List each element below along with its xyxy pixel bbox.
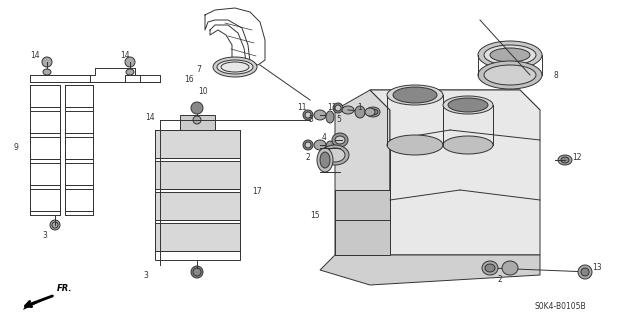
Text: 16: 16 — [184, 76, 194, 85]
Text: 12: 12 — [572, 153, 582, 162]
Text: 14: 14 — [120, 50, 130, 60]
Ellipse shape — [193, 116, 201, 124]
Text: 3: 3 — [143, 271, 148, 279]
Ellipse shape — [303, 140, 313, 150]
Ellipse shape — [443, 136, 493, 154]
Ellipse shape — [126, 69, 134, 75]
Ellipse shape — [321, 145, 349, 165]
Polygon shape — [335, 190, 390, 255]
Ellipse shape — [326, 141, 334, 153]
Text: 5: 5 — [308, 115, 313, 124]
Ellipse shape — [191, 266, 203, 278]
Text: 1: 1 — [357, 102, 362, 112]
Ellipse shape — [333, 103, 343, 113]
Ellipse shape — [305, 142, 311, 148]
Ellipse shape — [558, 155, 572, 165]
Bar — [155, 192, 240, 220]
Ellipse shape — [387, 85, 443, 105]
Ellipse shape — [478, 61, 542, 89]
Polygon shape — [335, 90, 390, 265]
Polygon shape — [23, 295, 55, 310]
Ellipse shape — [303, 110, 313, 120]
Text: 4: 4 — [322, 133, 327, 143]
Ellipse shape — [368, 109, 378, 115]
Ellipse shape — [342, 106, 354, 114]
Ellipse shape — [482, 261, 498, 275]
Text: 17: 17 — [252, 188, 262, 197]
Text: 11: 11 — [327, 103, 337, 113]
Ellipse shape — [387, 135, 443, 155]
Polygon shape — [320, 255, 540, 285]
Polygon shape — [370, 90, 540, 255]
Text: 8: 8 — [553, 70, 557, 79]
Ellipse shape — [485, 264, 495, 272]
Ellipse shape — [335, 136, 345, 144]
Ellipse shape — [43, 69, 51, 75]
Text: 11: 11 — [297, 102, 307, 112]
Ellipse shape — [502, 261, 518, 275]
Bar — [155, 161, 240, 189]
Ellipse shape — [490, 48, 530, 62]
Ellipse shape — [332, 133, 348, 147]
Text: 2: 2 — [497, 276, 502, 285]
Ellipse shape — [484, 65, 536, 85]
Ellipse shape — [314, 140, 326, 150]
Ellipse shape — [355, 106, 365, 118]
Bar — [155, 223, 240, 251]
Ellipse shape — [213, 57, 257, 77]
Ellipse shape — [42, 57, 52, 67]
Text: 5: 5 — [336, 115, 341, 124]
Ellipse shape — [366, 107, 380, 117]
Ellipse shape — [443, 96, 493, 114]
Ellipse shape — [325, 148, 345, 162]
Text: 7: 7 — [196, 65, 201, 75]
Ellipse shape — [365, 108, 375, 116]
Ellipse shape — [125, 57, 135, 67]
Ellipse shape — [317, 148, 333, 172]
Ellipse shape — [326, 111, 334, 123]
Ellipse shape — [578, 265, 592, 279]
Ellipse shape — [50, 220, 60, 230]
Text: 10: 10 — [198, 87, 207, 97]
Ellipse shape — [581, 268, 589, 276]
Ellipse shape — [320, 152, 330, 168]
Ellipse shape — [305, 112, 311, 118]
Text: 14: 14 — [30, 50, 40, 60]
Bar — [155, 130, 240, 158]
Ellipse shape — [448, 98, 488, 112]
Ellipse shape — [314, 110, 326, 120]
Text: 15: 15 — [310, 211, 319, 219]
Polygon shape — [370, 90, 540, 110]
Text: 9: 9 — [14, 144, 19, 152]
Ellipse shape — [478, 41, 542, 69]
Ellipse shape — [484, 45, 536, 65]
Text: 14: 14 — [145, 114, 155, 122]
Text: S0K4-B0105B: S0K4-B0105B — [534, 302, 586, 311]
Bar — [180, 115, 215, 130]
Ellipse shape — [393, 87, 437, 103]
Text: 13: 13 — [592, 263, 602, 272]
Text: FR.: FR. — [57, 284, 72, 293]
Ellipse shape — [335, 105, 341, 111]
Bar — [155, 130, 240, 260]
Ellipse shape — [217, 60, 253, 74]
Text: 2: 2 — [306, 153, 311, 162]
Text: 3: 3 — [42, 232, 47, 241]
Ellipse shape — [561, 157, 569, 163]
Ellipse shape — [191, 102, 203, 114]
